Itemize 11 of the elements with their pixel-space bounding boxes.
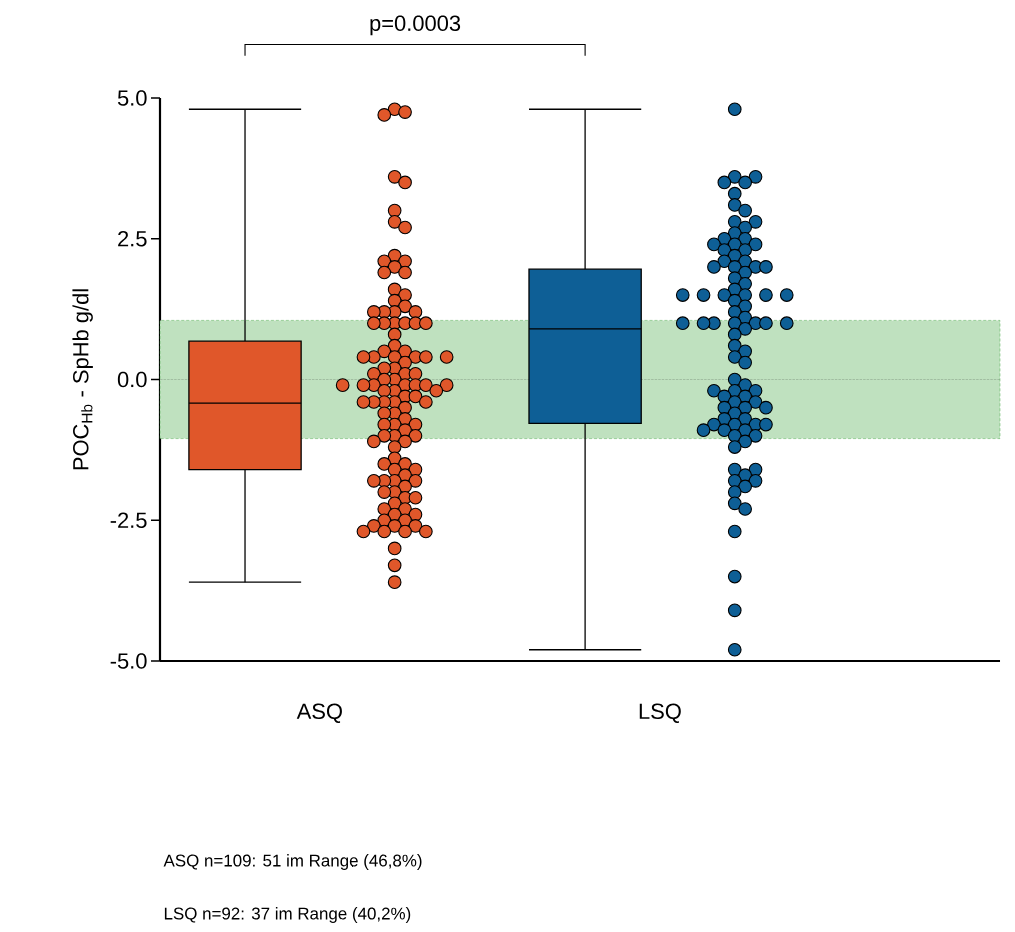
y-tick-label: 0.0 (117, 371, 147, 388)
x-tick-label: ASQ (296, 703, 342, 723)
x-tick-label: LSQ (639, 703, 681, 723)
text: LSQ n=92: 37 im Range (40,2%) (164, 907, 411, 923)
y-tick-label: -5.0 (110, 653, 147, 669)
y-axis-title: POC$_{Hb}$ - SpHb g/dl (72, 289, 93, 470)
text: ASQ n=109: 51 im Range (46,8%) (163, 854, 422, 870)
text: p=0.0003 (370, 15, 461, 36)
y-tick-label: 5.0 (117, 90, 147, 106)
y-tick-label: 2.5 (118, 230, 147, 247)
y-tick-label: -2.5 (110, 512, 147, 529)
